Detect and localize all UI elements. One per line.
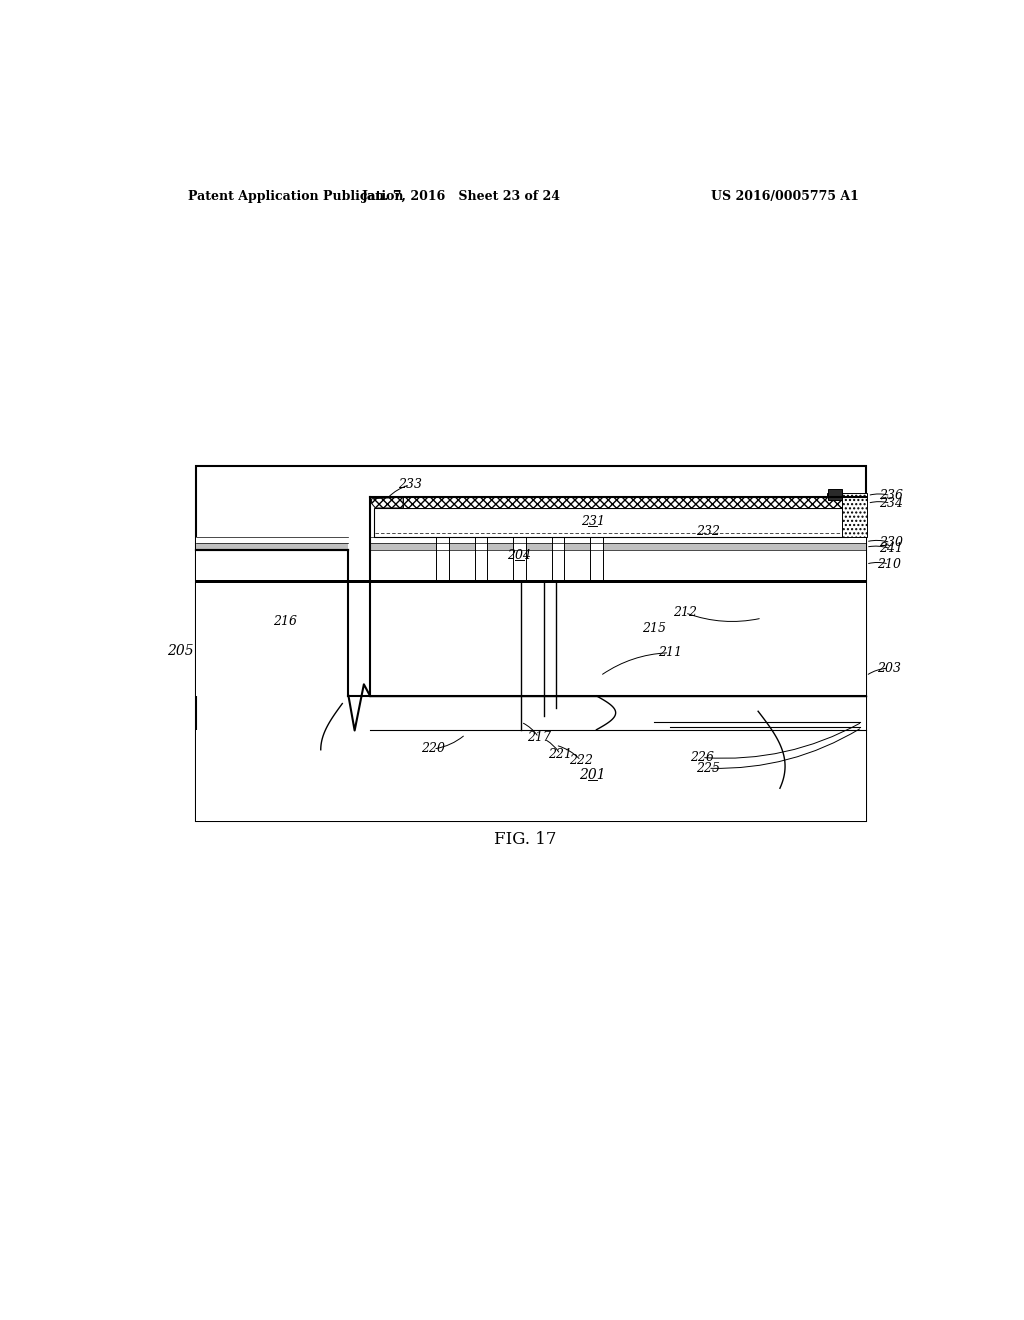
Bar (590, 537, 602, 579)
Bar (552, 537, 564, 579)
Text: Patent Application Publication: Patent Application Publication (188, 190, 403, 203)
Text: 203: 203 (877, 661, 901, 675)
Text: 236: 236 (879, 490, 902, 502)
Bar (196, 730, 866, 821)
Bar (196, 579, 866, 583)
Text: 222: 222 (569, 754, 593, 767)
Bar (196, 544, 348, 549)
Text: 241: 241 (879, 543, 902, 556)
Text: 230: 230 (879, 536, 902, 549)
Bar (828, 488, 842, 499)
Text: 216: 216 (272, 615, 297, 628)
Text: 205: 205 (167, 644, 194, 659)
Polygon shape (826, 492, 867, 537)
Bar (196, 537, 348, 544)
Text: 215: 215 (642, 622, 667, 635)
Text: 221: 221 (548, 748, 572, 760)
Text: FIG. 17: FIG. 17 (494, 832, 556, 849)
Text: 212: 212 (673, 606, 697, 619)
Bar (475, 537, 487, 579)
Bar (436, 537, 449, 579)
Bar (513, 537, 525, 579)
Bar (370, 537, 866, 544)
Text: 226: 226 (690, 751, 714, 764)
Text: Jan. 7, 2016   Sheet 23 of 24: Jan. 7, 2016 Sheet 23 of 24 (362, 190, 561, 203)
Text: 220: 220 (421, 742, 445, 755)
Text: 234: 234 (879, 496, 902, 510)
Text: 233: 233 (398, 478, 422, 491)
Text: 217: 217 (526, 731, 551, 744)
Text: 232: 232 (696, 524, 720, 537)
Bar (370, 696, 866, 730)
Text: 231: 231 (581, 515, 604, 528)
Bar (403, 498, 842, 508)
Text: 201: 201 (580, 768, 606, 783)
Text: 225: 225 (696, 762, 720, 775)
Bar (370, 549, 866, 696)
Bar (374, 508, 848, 537)
Polygon shape (372, 498, 403, 508)
Text: 204: 204 (508, 549, 531, 562)
Text: US 2016/0005775 A1: US 2016/0005775 A1 (711, 190, 859, 203)
Bar (196, 466, 866, 821)
Bar (196, 549, 348, 696)
Text: 211: 211 (657, 647, 682, 659)
Text: 210: 210 (877, 557, 901, 570)
Bar (370, 544, 866, 549)
